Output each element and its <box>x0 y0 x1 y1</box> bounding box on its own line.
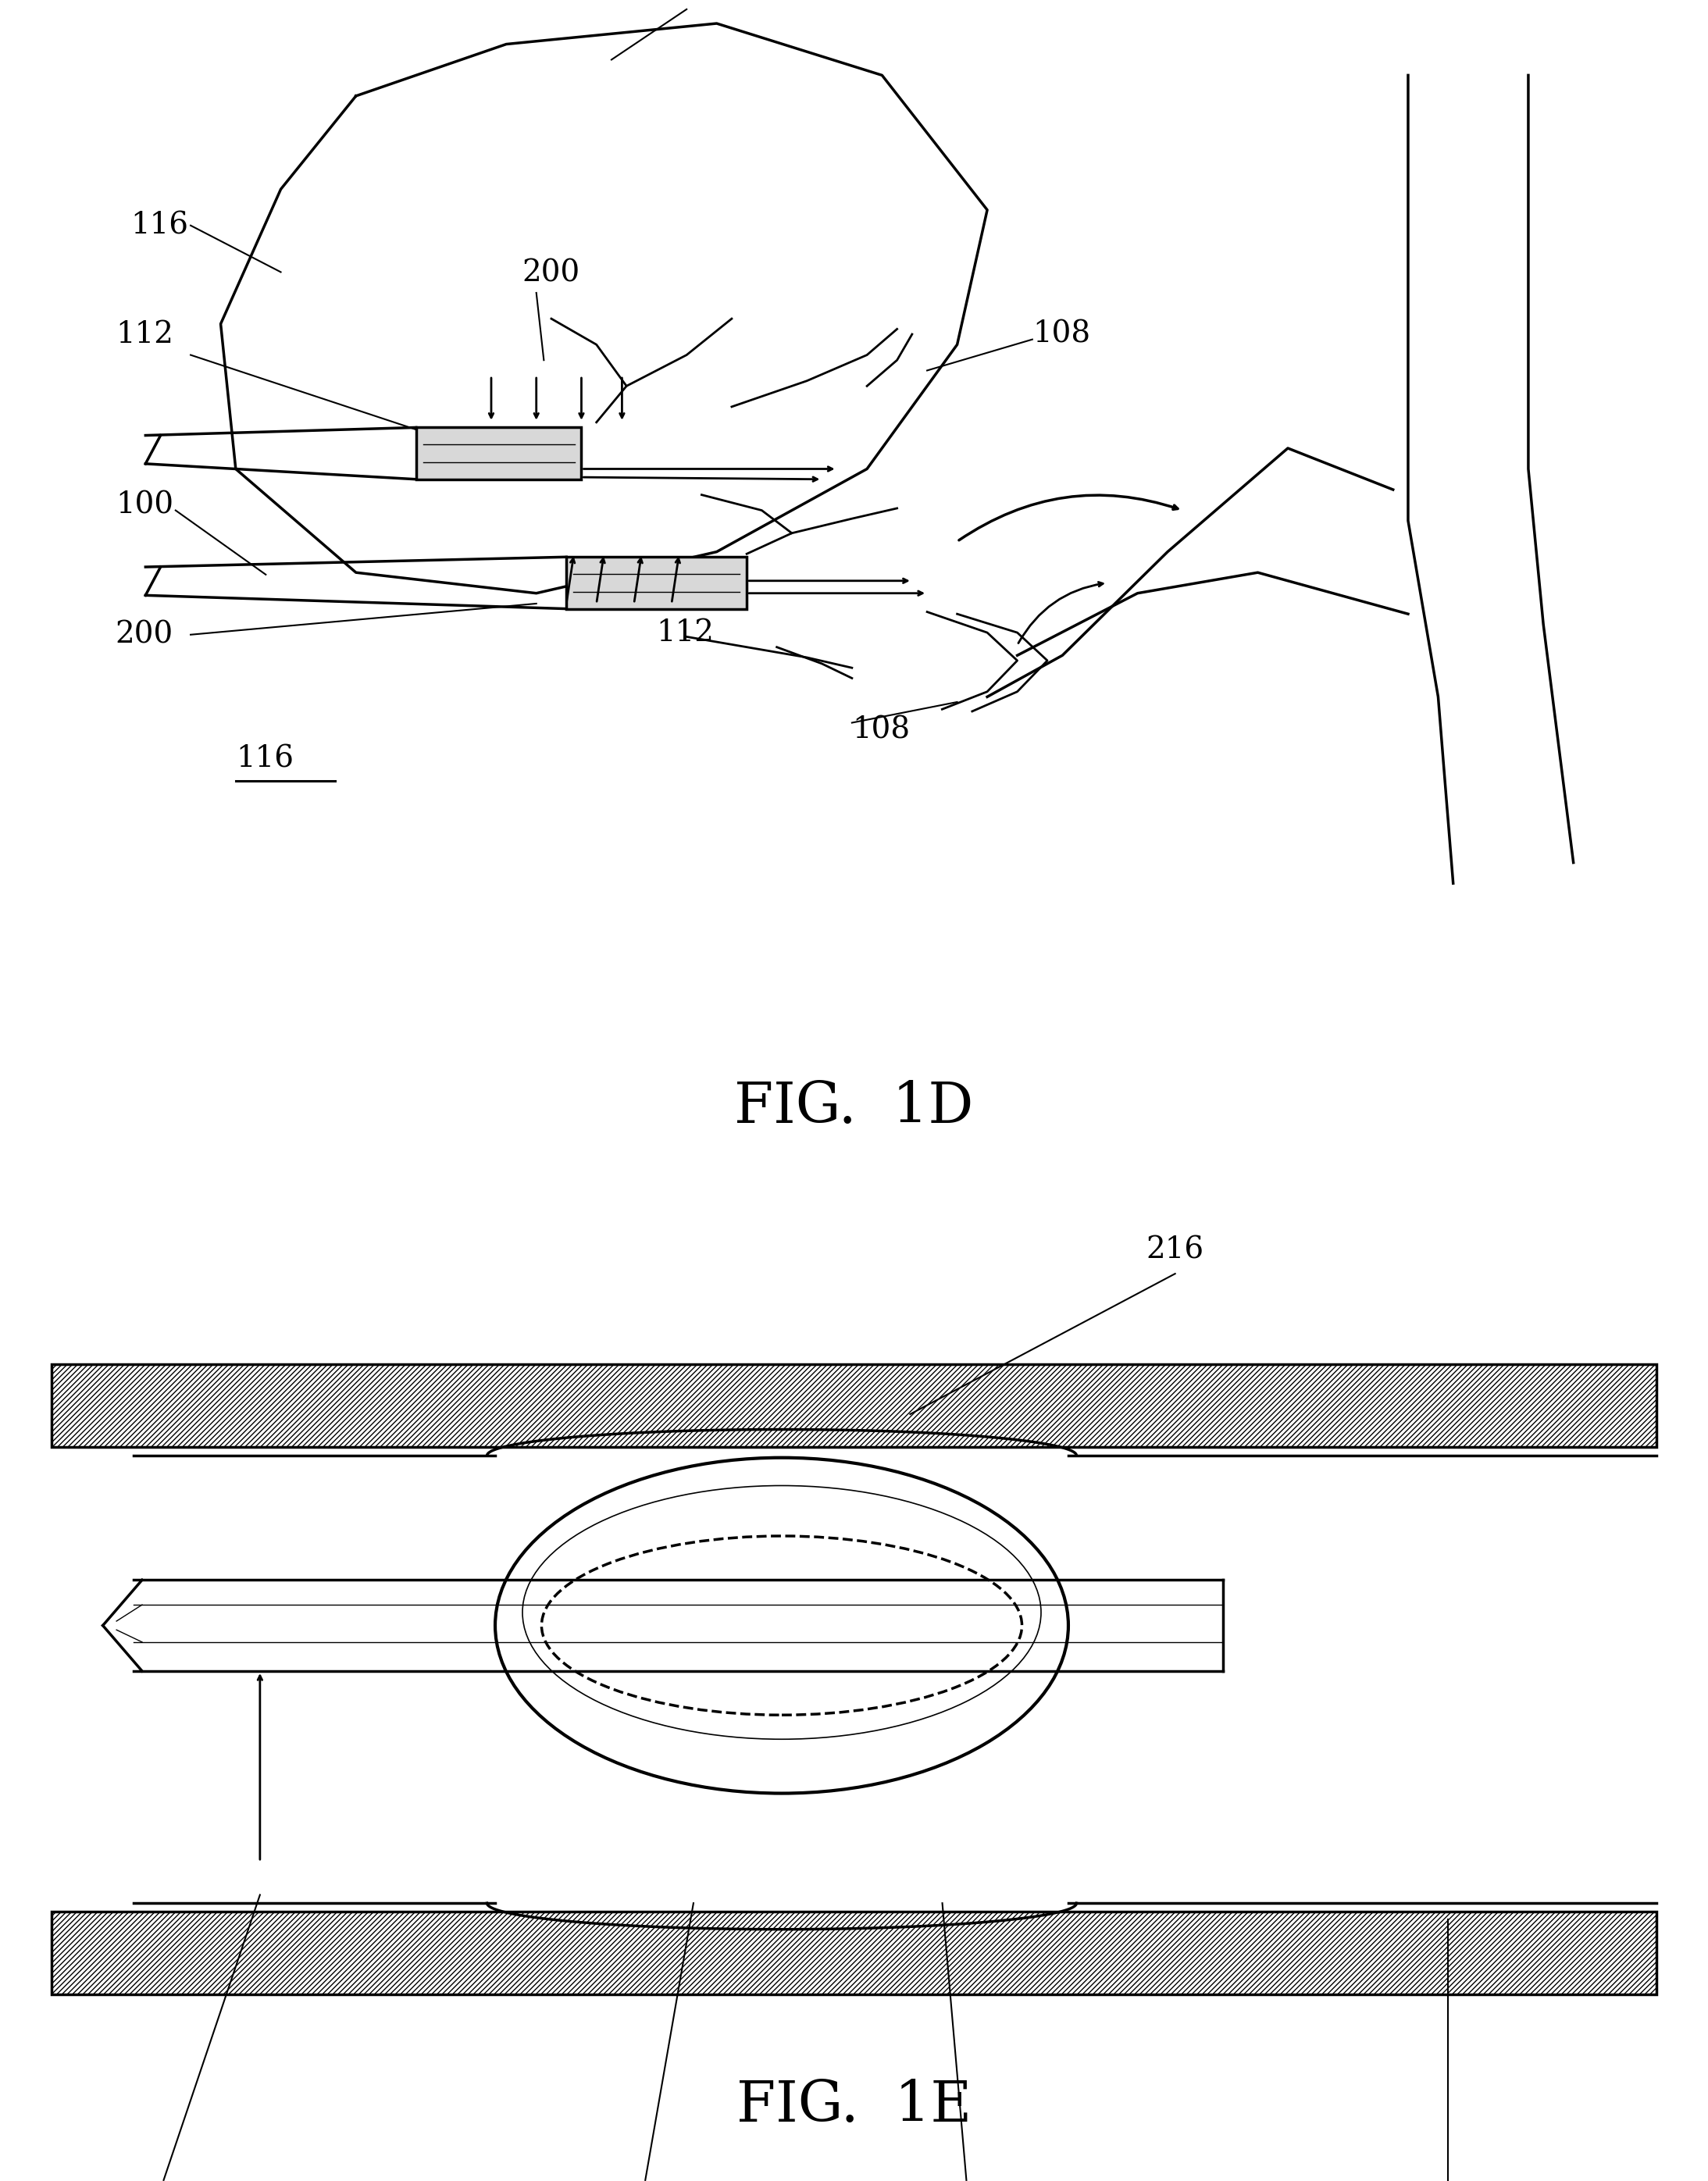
Bar <box>51 1911 1657 1993</box>
Ellipse shape <box>495 1457 1068 1793</box>
FancyBboxPatch shape <box>417 427 581 480</box>
FancyBboxPatch shape <box>567 556 746 608</box>
Text: 108: 108 <box>1032 321 1090 349</box>
Text: 116: 116 <box>130 212 188 240</box>
Text: 216: 216 <box>1146 1237 1204 1265</box>
Bar <box>51 1365 1657 1448</box>
Text: 112: 112 <box>116 321 173 349</box>
Text: 116: 116 <box>236 744 294 774</box>
Text: 200: 200 <box>116 619 174 650</box>
Text: 112: 112 <box>656 617 714 648</box>
Text: 100: 100 <box>116 491 173 519</box>
Text: 200: 200 <box>523 260 581 288</box>
Text: 108: 108 <box>852 715 910 744</box>
Text: FIG.  1D: FIG. 1D <box>734 1080 974 1134</box>
Text: FIG.  1E: FIG. 1E <box>736 2078 972 2133</box>
